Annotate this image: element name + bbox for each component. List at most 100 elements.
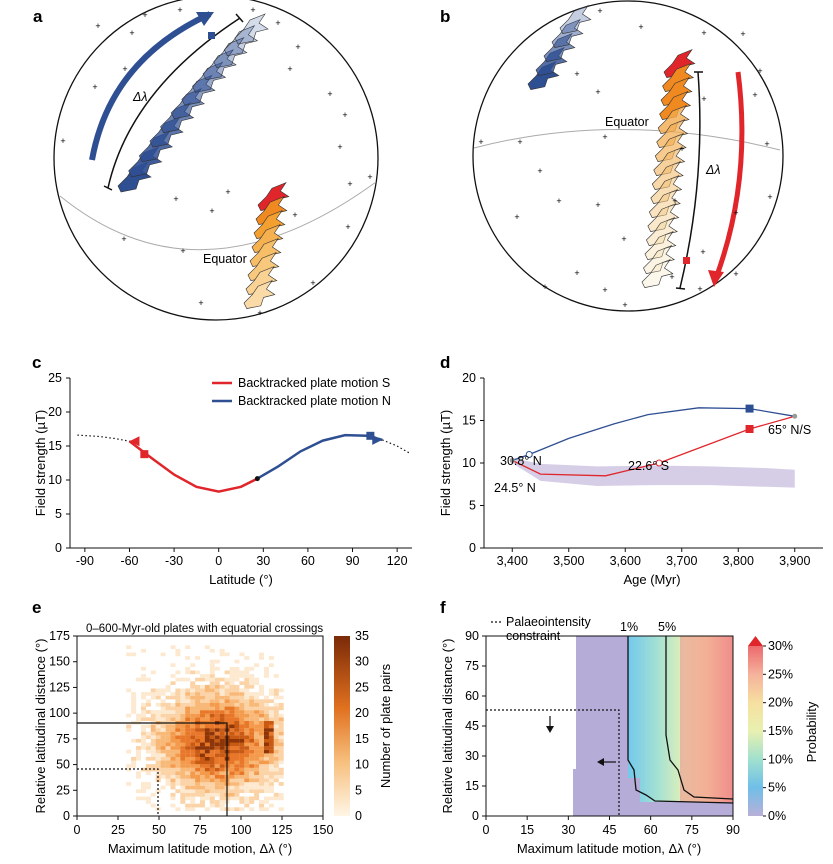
heatmap-cell [254, 706, 260, 711]
heatmap-cell [145, 710, 151, 714]
heatmap-cell [160, 717, 166, 721]
heatmap-cell [224, 710, 230, 714]
heatmap-cell [131, 764, 137, 768]
heatmap-cell [268, 764, 274, 768]
heatmap-cell [234, 738, 240, 743]
heatmap-cell [141, 706, 146, 711]
heatmap-cell [214, 800, 220, 804]
heatmap-cell [190, 753, 196, 757]
heatmap-cell [141, 731, 146, 736]
heatmap-cell [229, 778, 235, 783]
heatmap-cell [254, 774, 260, 779]
heatmap-cell [155, 746, 161, 750]
heatmap-cell [264, 778, 269, 783]
heatmap-cell [254, 695, 260, 700]
heatmap-cell [268, 778, 274, 783]
heatmap-cell [150, 749, 156, 754]
heatmap-cell [244, 731, 250, 736]
heatmap-cell [190, 670, 196, 675]
heatmap-cell [131, 652, 137, 657]
heatmap-cell [160, 699, 166, 703]
heatmap-cell [229, 767, 235, 772]
heatmap-cell [264, 717, 269, 721]
heatmap-cell [126, 652, 132, 657]
heatmap-cell [145, 785, 151, 790]
y-tick-label: 5 [55, 507, 62, 521]
series-lines [509, 404, 798, 477]
heatmap-cell [170, 735, 176, 739]
heatmap-cell [185, 692, 191, 696]
heatmap-cell [209, 767, 215, 772]
heatmap-cell [264, 742, 269, 747]
heatmap-cell [175, 670, 181, 675]
heatmap-cell [209, 648, 215, 653]
heatmap-cell [170, 731, 176, 736]
heatmap-cell [264, 706, 269, 711]
heatmap-cell [190, 767, 196, 772]
heatmap-cell [273, 760, 279, 765]
heatmap-cell [190, 684, 196, 689]
x-tick-label: -30 [165, 554, 183, 568]
heatmap-cell [254, 771, 260, 775]
heatmap-cell [268, 789, 274, 793]
heatmap-cell [229, 681, 235, 685]
grid-point: + [342, 110, 347, 120]
heatmap-cell [160, 710, 166, 714]
heatmap-cell [249, 695, 255, 700]
heatmap-cell [234, 753, 240, 757]
grid-point: + [621, 234, 626, 244]
bracket-end [235, 13, 244, 23]
heatmap-cell [214, 803, 220, 808]
heatmap-cell [239, 692, 245, 696]
y-tick-label: 25 [56, 783, 70, 797]
heatmap-cell [175, 760, 181, 765]
heatmap-cell [200, 749, 205, 754]
heatmap-cell [244, 756, 250, 761]
heatmap-cell [180, 706, 186, 711]
heatmap-cell [209, 674, 215, 678]
heatmap-cell [254, 728, 260, 732]
heatmap-cell [155, 710, 161, 714]
heatmap-cell [209, 677, 215, 682]
heatmap-cell [200, 710, 205, 714]
heatmap-cell [278, 735, 284, 739]
heatmap-cell [278, 731, 284, 736]
heatmap-cell [150, 717, 156, 721]
heatmap-cell [170, 785, 176, 790]
heatmap-cell [175, 728, 181, 732]
heatmap-cell [259, 760, 264, 765]
contour-1pct [627, 636, 734, 804]
heatmap-cell [190, 774, 196, 779]
heatmap-cell [180, 702, 186, 707]
heatmap-cell [170, 728, 176, 732]
heatmap-cell [249, 785, 255, 790]
y-tick-label: 125 [49, 680, 70, 694]
grid-point: + [345, 222, 350, 232]
heatmap-cell [273, 774, 279, 779]
heatmap-cell [200, 760, 205, 765]
grid-point: + [478, 137, 483, 147]
heatmap-cell [209, 713, 215, 718]
heatmap-cell [234, 767, 240, 772]
heatmap-cell [175, 724, 181, 729]
heatmap-cell [249, 771, 255, 775]
orange-plate [643, 244, 675, 274]
uncertainty-band [512, 457, 795, 488]
heatmap-cell [273, 778, 279, 783]
heatmap-cell [209, 735, 215, 739]
heatmap-cell [190, 756, 196, 761]
heatmap-cell [214, 710, 220, 714]
heatmap-cell [244, 710, 250, 714]
colorbar [748, 646, 763, 816]
heatmap-cell [190, 778, 196, 783]
heatmap-cell [229, 720, 235, 725]
grid-point: + [292, 210, 297, 220]
heatmap-cell [141, 677, 146, 682]
heatmap-cell [224, 681, 230, 685]
heatmap-cell [244, 738, 250, 743]
heatmap-cell [145, 702, 151, 707]
heatmap-cell [239, 782, 245, 786]
heatmap-cell [170, 796, 176, 801]
heatmap-cell [278, 713, 284, 718]
heatmap-cell [185, 756, 191, 761]
